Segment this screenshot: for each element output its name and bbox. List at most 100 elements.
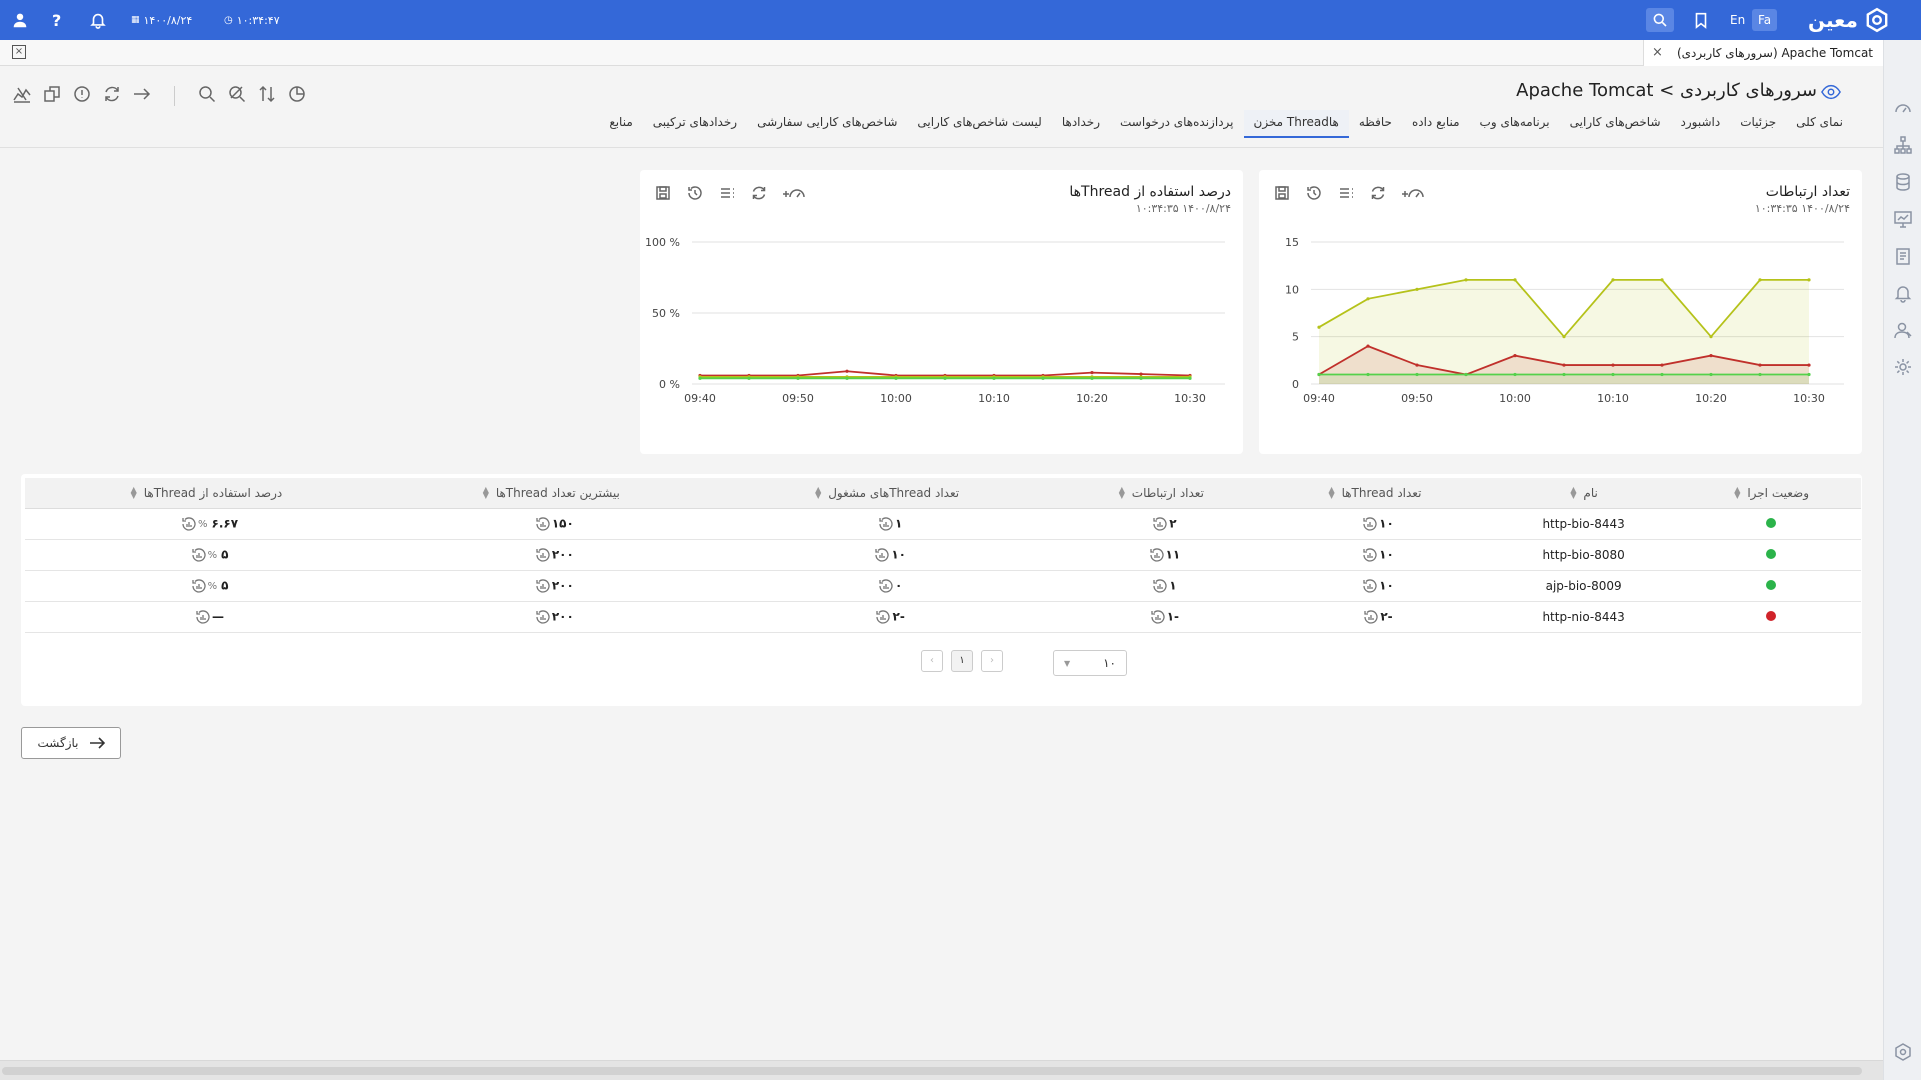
series-point[interactable]: [747, 376, 751, 380]
series-point[interactable]: [1366, 344, 1370, 348]
series-point[interactable]: [1758, 372, 1762, 377]
series-point[interactable]: [1660, 363, 1664, 367]
tab-0[interactable]: نمای کلی: [1796, 115, 1843, 129]
history-chart-icon[interactable]: [1361, 546, 1379, 564]
sort-arrows-icon[interactable]: ▲ ▼: [815, 485, 822, 501]
history-chart-icon[interactable]: [180, 515, 198, 533]
chart-refresh-icon[interactable]: [750, 184, 768, 205]
history-chart-icon[interactable]: [877, 515, 895, 533]
series-point[interactable]: [1041, 376, 1045, 380]
history-chart-icon[interactable]: [1361, 577, 1379, 595]
tab-7[interactable]: مخزن Threadها: [1243, 110, 1349, 138]
close-tab-icon[interactable]: ×: [1652, 45, 1663, 60]
user-icon[interactable]: [11, 0, 29, 40]
column-header[interactable]: تعداد ارتباطات ▲ ▼: [1058, 478, 1264, 509]
column-header[interactable]: بیشترین تعداد Threadها ▲ ▼: [387, 478, 715, 509]
save-icon[interactable]: [1273, 184, 1291, 205]
series-point[interactable]: [1660, 278, 1664, 282]
history-chart-icon[interactable]: [877, 577, 895, 595]
series-point[interactable]: [943, 376, 947, 380]
database-icon[interactable]: [1893, 172, 1913, 192]
series-point[interactable]: [1709, 335, 1713, 339]
history-chart-icon[interactable]: [534, 546, 552, 564]
table-row[interactable]: http-nio-8443 -۲ -۱ -۲ ۲۰۰ —: [25, 601, 1861, 633]
add-gauge-icon[interactable]: [782, 184, 806, 205]
series-point[interactable]: [1317, 325, 1321, 329]
info-alert-icon[interactable]: [72, 84, 92, 107]
series-point[interactable]: [845, 376, 849, 380]
column-header[interactable]: تعداد Threadها ▲ ▼: [1263, 478, 1486, 509]
tab-9[interactable]: رخدادها: [1061, 115, 1101, 129]
sort-arrows-icon[interactable]: ▲ ▼: [1734, 485, 1741, 501]
refresh-icon[interactable]: [102, 84, 122, 107]
search-button[interactable]: [1646, 8, 1674, 32]
tab-12[interactable]: رخدادهای ترکیبی: [652, 115, 738, 129]
history-chart-icon[interactable]: [1151, 577, 1169, 595]
tab-2[interactable]: داشبورد: [1680, 115, 1721, 129]
pie-chart-icon[interactable]: [287, 84, 307, 107]
tab-3[interactable]: شاخص‌های کارایی: [1569, 115, 1661, 129]
scrollbar-thumb[interactable]: [2, 1067, 1862, 1075]
tab-13[interactable]: منابع: [609, 115, 633, 129]
lang-en-button[interactable]: En: [1730, 13, 1746, 27]
history-chart-icon[interactable]: [874, 608, 892, 626]
history-chart-icon[interactable]: [534, 515, 552, 533]
page-size-select[interactable]: ▼ ۱۰: [1053, 650, 1127, 676]
series-point[interactable]: [1513, 278, 1517, 282]
series-point[interactable]: [1513, 354, 1517, 358]
history-chart-icon[interactable]: [1361, 515, 1379, 533]
page-tab-tomcat[interactable]: × Apache Tomcat (سرورهای کاربردی): [1643, 40, 1883, 66]
close-all-tabs-icon[interactable]: ×: [12, 45, 26, 59]
series-point[interactable]: [992, 376, 996, 380]
table-row[interactable]: http-bio-8443 ۱۰ ۲ ۱ ۱۵۰% ۶.۶۷: [25, 508, 1861, 540]
tab-8[interactable]: پردازنده‌های درخواست: [1120, 115, 1234, 129]
history-chart-icon[interactable]: [194, 608, 212, 626]
sort-icon[interactable]: [257, 84, 277, 107]
series-point[interactable]: [1415, 287, 1419, 291]
series-point[interactable]: [1562, 335, 1566, 339]
history-chart-icon[interactable]: [190, 546, 208, 564]
sort-arrows-icon[interactable]: ▲ ▼: [482, 485, 489, 501]
series-point[interactable]: [1758, 363, 1762, 367]
tab-4[interactable]: برنامه‌های وب: [1479, 115, 1550, 129]
next-page-button[interactable]: ›: [981, 650, 1003, 672]
series-point[interactable]: [1366, 372, 1370, 377]
series-point[interactable]: [1562, 372, 1566, 377]
sort-arrows-icon[interactable]: ▲ ▼: [130, 485, 137, 501]
series-point[interactable]: [1807, 372, 1811, 377]
chart-compare-icon[interactable]: [12, 84, 32, 107]
history-icon[interactable]: [686, 184, 704, 205]
alert-bell-icon[interactable]: [1893, 283, 1913, 303]
horizontal-scrollbar[interactable]: [0, 1060, 1883, 1080]
column-header[interactable]: وضعیت اجرا ▲ ▼: [1681, 478, 1861, 509]
prev-page-button[interactable]: ‹: [921, 650, 943, 672]
users-icon[interactable]: [1893, 320, 1913, 340]
series-point[interactable]: [1415, 372, 1419, 377]
bookmark-icon[interactable]: [1692, 0, 1710, 40]
series-point[interactable]: [845, 369, 849, 373]
series-point[interactable]: [1758, 278, 1762, 282]
series-point[interactable]: [1709, 372, 1713, 377]
series-point[interactable]: [1139, 372, 1143, 376]
search-icon[interactable]: [197, 84, 217, 107]
series-point[interactable]: [1807, 278, 1811, 282]
series-point[interactable]: [796, 376, 800, 380]
history-chart-icon[interactable]: [534, 577, 552, 595]
history-chart-icon[interactable]: [1148, 546, 1166, 564]
series-point[interactable]: [1611, 363, 1615, 367]
series-point[interactable]: [1317, 372, 1321, 377]
sort-arrows-icon[interactable]: ▲ ▼: [1570, 485, 1577, 501]
series-point[interactable]: [1611, 372, 1615, 377]
history-chart-icon[interactable]: [190, 577, 208, 595]
add-gauge-icon[interactable]: [1401, 184, 1425, 205]
series-point[interactable]: [1139, 376, 1143, 380]
chart-refresh-icon[interactable]: [1369, 184, 1387, 205]
series-point[interactable]: [698, 376, 702, 380]
gauge-icon[interactable]: [1893, 98, 1913, 118]
hierarchy-icon[interactable]: [1893, 135, 1913, 155]
sort-arrows-icon[interactable]: ▲ ▼: [1118, 485, 1125, 501]
history-chart-icon[interactable]: [873, 546, 891, 564]
column-header[interactable]: نام ▲ ▼: [1485, 478, 1682, 509]
series-point[interactable]: [1660, 372, 1664, 377]
clear-search-icon[interactable]: [227, 84, 247, 107]
